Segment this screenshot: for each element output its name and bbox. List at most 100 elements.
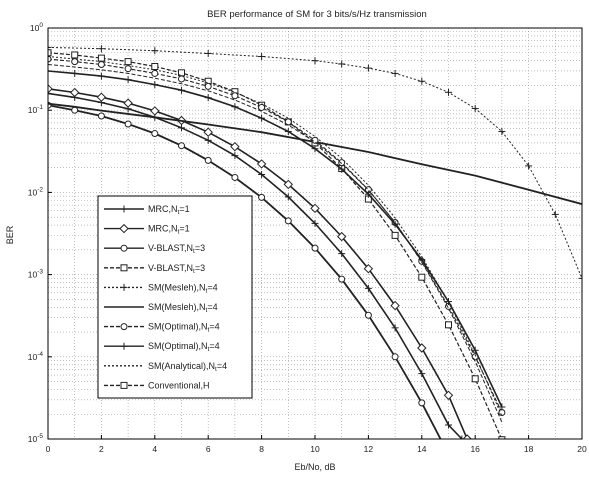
data-point [204, 156, 212, 164]
legend-entry: SM(Mesleh),Nt=4 [104, 302, 218, 314]
legend-marker [120, 323, 128, 331]
data-point [391, 69, 399, 77]
series-line [48, 56, 503, 417]
data-point [231, 92, 239, 100]
data-point [48, 89, 52, 97]
x-tick-label: 20 [577, 444, 587, 454]
y-tick-label: 10-1 [28, 104, 44, 115]
data-point [284, 193, 292, 201]
y-tick-label: 10-5 [28, 433, 44, 444]
x-tick-label: 12 [364, 444, 374, 454]
legend-marker [120, 244, 128, 252]
data-point [71, 69, 79, 77]
series-9 [48, 56, 503, 417]
data-point [338, 165, 346, 173]
data-point [471, 346, 479, 354]
data-point [391, 324, 399, 332]
data-point [258, 193, 266, 201]
data-point [124, 65, 132, 73]
series-line [48, 104, 442, 439]
data-point [231, 103, 239, 111]
data-point [364, 311, 372, 319]
data-point [204, 49, 212, 57]
data-point [284, 128, 292, 136]
legend-entry: Conventional,H [104, 380, 210, 390]
data-point [48, 55, 52, 63]
data-point [178, 142, 185, 150]
data-point [258, 171, 266, 179]
data-point [124, 58, 132, 66]
legend-entry: V-BLAST,Nt=3 [104, 263, 205, 275]
legend-marker [119, 223, 129, 234]
data-point [471, 104, 479, 112]
legend-entry: SM(Mesleh),Nt=4 [104, 282, 218, 294]
data-point [498, 128, 506, 136]
legend-label: SM(Optimal),Nt=4 [148, 322, 220, 334]
data-point [258, 53, 266, 61]
x-tick-label: 0 [46, 444, 51, 454]
legend-entry: SM(Analytical),Nt=4 [104, 361, 227, 373]
series-8 [48, 67, 506, 411]
legend-marker [120, 283, 128, 291]
series-10 [48, 64, 503, 423]
data-point [256, 159, 267, 169]
legend-label: SM(Analytical),Nt=4 [148, 361, 227, 373]
data-point [71, 106, 79, 114]
data-point [462, 434, 472, 439]
legend-label: SM(Optimal),Nt=4 [148, 341, 220, 353]
data-point [336, 231, 347, 242]
chart-title: BER performance of SM for 3 bits/s/Hz tr… [207, 9, 427, 20]
x-tick-label: 4 [152, 444, 157, 454]
data-point [97, 112, 105, 120]
x-tick-label: 6 [206, 444, 211, 454]
data-point [123, 98, 133, 108]
legend-label: MRC,Nt=1 [148, 204, 190, 216]
data-point [417, 343, 427, 353]
legend-label: V-BLAST,Nt=3 [148, 263, 205, 275]
data-point [151, 69, 159, 77]
y-axis-label: BER [5, 225, 15, 244]
data-point [390, 300, 400, 311]
data-point [458, 435, 466, 439]
data-point [311, 244, 319, 252]
data-point [231, 152, 239, 160]
data-point [178, 75, 185, 83]
legend-marker [120, 381, 128, 389]
grid [47, 28, 583, 439]
data-point [71, 51, 79, 59]
data-point [258, 114, 266, 122]
data-point [283, 179, 294, 190]
data-point [498, 436, 506, 439]
data-point [311, 57, 319, 65]
data-point [258, 103, 266, 111]
series-line [48, 46, 582, 279]
y-tick-label: 100 [30, 22, 43, 33]
data-point [391, 220, 399, 228]
data-point [97, 45, 105, 53]
legend-entry: SM(Optimal),Nt=4 [104, 341, 220, 353]
data-point [498, 403, 506, 411]
data-point [391, 353, 399, 361]
series-line [48, 70, 503, 408]
series-line [48, 102, 582, 205]
legend-marker [120, 205, 128, 213]
y-tick-label: 10-4 [28, 351, 44, 362]
x-tick-label: 18 [524, 444, 534, 454]
data-point [338, 250, 346, 258]
series-line [48, 64, 503, 423]
data-point [471, 375, 479, 383]
data-point [69, 87, 80, 98]
legend-marker [120, 342, 128, 350]
x-axis-label: Eb/No, dB [294, 462, 335, 472]
data-point [364, 190, 372, 198]
data-point [364, 64, 372, 72]
series-6 [48, 102, 582, 205]
data-point [578, 274, 582, 282]
legend-entry: MRC,Nt=1 [104, 204, 190, 216]
data-point [284, 217, 292, 225]
data-point [418, 273, 426, 281]
legend-label: SM(Mesleh),Nt=4 [148, 282, 218, 294]
data-point [97, 54, 105, 62]
data-point [48, 43, 52, 51]
